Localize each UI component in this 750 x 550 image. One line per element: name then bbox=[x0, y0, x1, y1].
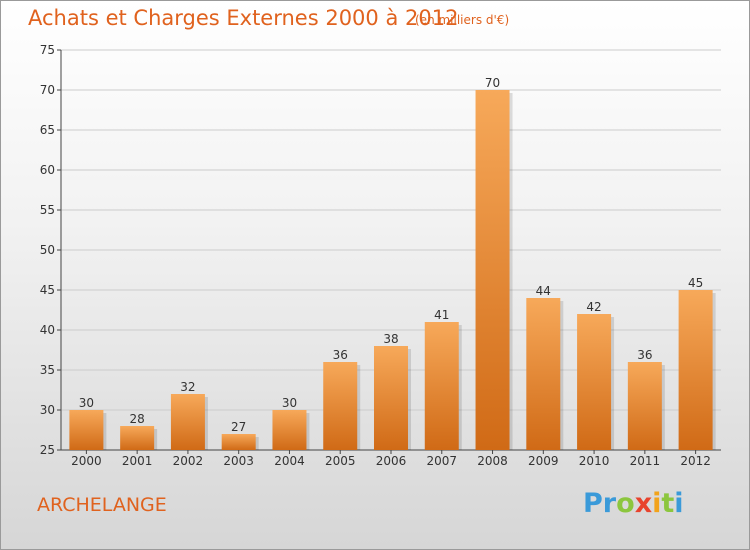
bar-2008 bbox=[475, 90, 510, 450]
bar-2006 bbox=[374, 346, 408, 450]
x-tick-label: 2007 bbox=[426, 454, 457, 468]
bar-2002 bbox=[170, 394, 205, 450]
bar-value-label: 30 bbox=[79, 396, 94, 410]
y-tick-label: 60 bbox=[40, 163, 55, 177]
bar-value-label: 30 bbox=[282, 396, 297, 410]
bar-value-label: 32 bbox=[180, 380, 195, 394]
bar-2000 bbox=[69, 410, 104, 450]
x-tick-label: 2006 bbox=[376, 454, 407, 468]
bar-value-label: 70 bbox=[485, 76, 500, 90]
logo-letter: P bbox=[583, 488, 603, 519]
x-tick-label: 2011 bbox=[630, 454, 661, 468]
bar-value-label: 38 bbox=[383, 332, 398, 346]
x-tick-label: 2003 bbox=[223, 454, 254, 468]
x-tick-label: 2008 bbox=[477, 454, 508, 468]
bar-value-label: 36 bbox=[333, 348, 348, 362]
y-tick-label: 35 bbox=[40, 363, 55, 377]
x-tick-label: 2002 bbox=[173, 454, 204, 468]
logo-letter: x bbox=[634, 488, 653, 519]
x-tick-label: 2004 bbox=[274, 454, 305, 468]
y-tick-label: 30 bbox=[40, 403, 55, 417]
y-tick-label: 40 bbox=[40, 323, 55, 337]
x-tick-label: 2000 bbox=[71, 454, 102, 468]
bar-2001 bbox=[120, 426, 155, 450]
labels: 25 30 35 40 45 50 55 60 65 70 75 30 2000 28 2001 32 2002… bbox=[40, 43, 711, 468]
bar-value-label: 45 bbox=[688, 276, 703, 290]
proxiti-logo: Proxiti bbox=[583, 488, 684, 519]
logo-letter: i bbox=[652, 488, 662, 519]
bar-2010 bbox=[577, 314, 612, 450]
chart-subtitle: (en milliers d'€) bbox=[415, 13, 510, 27]
bar-value-label: 41 bbox=[434, 308, 449, 322]
bar-2007 bbox=[424, 322, 459, 450]
x-tick-label: 2009 bbox=[528, 454, 559, 468]
y-tick-label: 25 bbox=[40, 443, 55, 457]
y-tick-label: 70 bbox=[40, 83, 55, 97]
bar-value-label: 28 bbox=[130, 412, 145, 426]
bars bbox=[69, 90, 716, 450]
y-tick-label: 45 bbox=[40, 283, 55, 297]
x-tick-label: 2010 bbox=[579, 454, 610, 468]
chart-title: Achats et Charges Externes 2000 à 2012 bbox=[28, 6, 459, 30]
x-tick-label: 2005 bbox=[325, 454, 356, 468]
y-tick-label: 65 bbox=[40, 123, 55, 137]
bar-2004 bbox=[272, 410, 307, 450]
logo-letter: r bbox=[602, 488, 617, 519]
x-tick-label: 2012 bbox=[680, 454, 711, 468]
bar-2009 bbox=[526, 298, 561, 450]
x-tick-label: 2001 bbox=[122, 454, 153, 468]
y-tick-label: 55 bbox=[40, 203, 55, 217]
bar-value-label: 42 bbox=[586, 300, 601, 314]
bar-value-label: 44 bbox=[536, 284, 551, 298]
y-tick-label: 75 bbox=[40, 43, 55, 57]
bar-2012 bbox=[678, 290, 713, 450]
logo-letter: o bbox=[616, 488, 635, 519]
bar-2011 bbox=[627, 362, 662, 450]
logo-letter: t bbox=[661, 488, 675, 519]
bar-2003 bbox=[221, 434, 256, 450]
logo-letter: i bbox=[674, 488, 684, 519]
y-tick-label: 50 bbox=[40, 243, 55, 257]
bar-2005 bbox=[323, 362, 358, 450]
bar-value-label: 27 bbox=[231, 420, 246, 434]
bar-value-label: 36 bbox=[637, 348, 652, 362]
location-label: ARCHELANGE bbox=[37, 494, 167, 516]
